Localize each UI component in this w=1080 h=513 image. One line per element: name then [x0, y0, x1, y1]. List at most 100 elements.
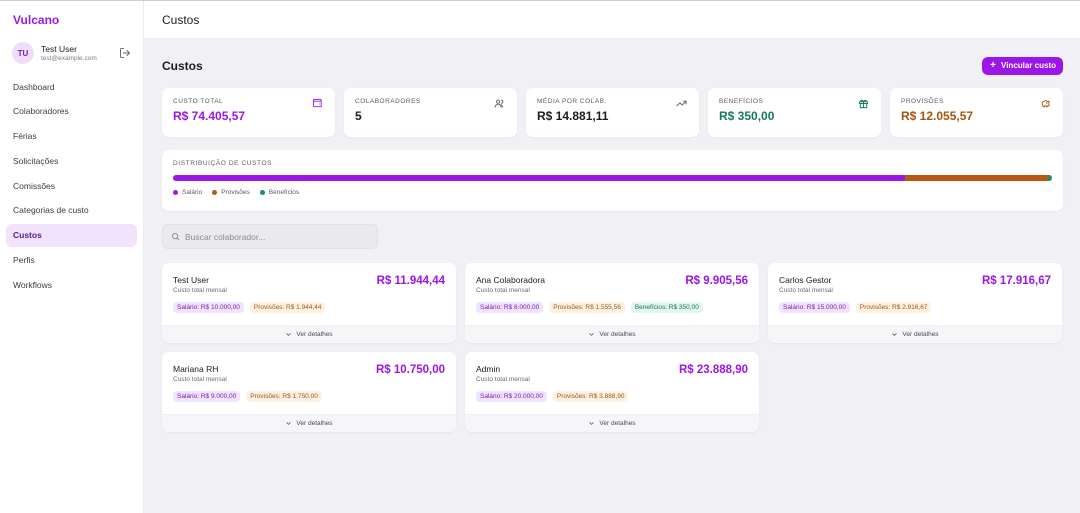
- legend-label: Salário: [182, 189, 203, 196]
- cost-tag: Provisões: R$ 2.916,67: [855, 302, 932, 313]
- stat-label: CUSTO TOTAL: [173, 98, 224, 105]
- stat-label: MÉDIA POR COLAB.: [537, 98, 607, 105]
- chevron-down-icon: [286, 422, 292, 425]
- stat-card: BENEFÍCIOS R$ 350,00: [708, 88, 881, 137]
- distribution-segment: [173, 175, 906, 181]
- plus-icon: +: [990, 59, 997, 71]
- legend-dot: [173, 190, 178, 195]
- cost-tag: Benefícios: R$ 350,00: [630, 302, 703, 313]
- cost-tag: Salário: R$ 8.000,00: [476, 302, 544, 313]
- legend-item: Benefícios: [259, 189, 300, 196]
- stat-card: CUSTO TOTAL R$ 74.405,57: [162, 88, 335, 137]
- add-cost-label: Vincular custo: [1001, 61, 1056, 70]
- stat-value: 5: [355, 109, 362, 123]
- distribution-title: DISTRIBUIÇÃO DE CUSTOS: [173, 160, 273, 167]
- legend-dot: [212, 190, 218, 195]
- view-details-label: Ver detalhes: [599, 331, 636, 338]
- page-title: Custos: [162, 58, 203, 73]
- chevron-down-icon: [589, 422, 595, 425]
- employee-name: Test User: [173, 275, 209, 285]
- stats-row: CUSTO TOTAL R$ 74.405,57 COLABORADORES 5 MÉD…: [162, 88, 1063, 137]
- sidebar-item-workflows[interactable]: Workflows: [13, 279, 53, 290]
- avatar[interactable]: TU: [12, 42, 34, 64]
- stat-value: R$ 12.055,57: [901, 109, 974, 123]
- employee-cost-card: Carlos Gestor Custo total mensal R$ 17.916…: [768, 263, 1062, 343]
- employee-name: Mariana RH: [173, 364, 219, 374]
- card-total: R$ 10.750,00: [375, 364, 445, 376]
- legend-dot: [259, 190, 265, 195]
- legend-label: Provisões: [221, 189, 250, 196]
- cost-tag: Salário: R$ 9.000,00: [173, 391, 241, 402]
- sidebar-item-dashboard[interactable]: Dashboard: [13, 81, 55, 92]
- brand-logo[interactable]: Vulcano: [13, 13, 60, 27]
- sidebar-item-solicitações[interactable]: Solicitações: [13, 155, 59, 166]
- cost-tags: Salário: R$ 10.000,00 Provisões: R$ 1.944…: [173, 302, 326, 313]
- sidebar-item-comissões[interactable]: Comissões: [13, 180, 56, 191]
- sidebar-item-perfis[interactable]: Perfis: [13, 255, 35, 266]
- view-details-label: Ver detalhes: [599, 420, 636, 427]
- card-total: R$ 11.944,44: [376, 275, 445, 287]
- view-details-button[interactable]: Ver detalhes: [465, 414, 759, 432]
- cost-tags: Salário: R$ 8.000,00 Provisões: R$ 1.555,…: [476, 302, 703, 313]
- card-total: R$ 23.888,90: [678, 364, 748, 376]
- add-cost-button[interactable]: + Vincular custo: [982, 56, 1063, 75]
- view-details-button[interactable]: Ver detalhes: [465, 325, 759, 343]
- stat-label: COLABORADORES: [355, 98, 421, 105]
- view-details-button[interactable]: Ver detalhes: [162, 325, 456, 343]
- sidebar: Vulcano TU Test User test@example.com Da…: [0, 1, 144, 513]
- stat-card: COLABORADORES 5: [344, 88, 517, 137]
- stat-card: MÉDIA POR COLAB. R$ 14.881,11: [526, 88, 699, 137]
- users-icon: [494, 99, 504, 108]
- distribution-bar: [173, 175, 1052, 181]
- piggy-bank-icon: [1041, 100, 1050, 108]
- stat-card: PROVISÕES R$ 12.055,57: [890, 88, 1063, 137]
- legend-item: Provisões: [212, 189, 250, 196]
- distribution-segment: [1047, 175, 1052, 181]
- stat-label: BENEFÍCIOS: [719, 98, 764, 105]
- header-title: Custos: [144, 1, 1080, 39]
- search-input[interactable]: [185, 231, 365, 242]
- sidebar-item-férias[interactable]: Férias: [13, 131, 37, 142]
- employee-name: Ana Colaboradora: [476, 275, 545, 285]
- card-subtitle: Custo total mensal: [173, 376, 227, 383]
- card-total: R$ 9.905,56: [685, 275, 748, 287]
- legend-label: Benefícios: [268, 189, 300, 196]
- card-subtitle: Custo total mensal: [173, 287, 227, 294]
- cost-distribution-card: DISTRIBUIÇÃO DE CUSTOS Salário Provisões B…: [162, 150, 1063, 211]
- employee-cost-card: Admin Custo total mensal R$ 23.888,90 Salár…: [465, 352, 759, 432]
- sidebar-item-colaboradores[interactable]: Colaboradores: [13, 106, 69, 117]
- chevron-down-icon: [892, 333, 898, 336]
- view-details-label: Ver detalhes: [902, 331, 939, 338]
- cost-tag: Salário: R$ 10.000,00: [173, 302, 244, 313]
- sidebar-item-categorias-de-custo[interactable]: Categorias de custo: [13, 205, 89, 216]
- employee-cost-card: Ana Colaboradora Custo total mensal R$ 9.9…: [465, 263, 759, 343]
- sidebar-item-custos[interactable]: Custos: [6, 223, 137, 247]
- card-subtitle: Custo total mensal: [779, 287, 833, 294]
- view-details-label: Ver detalhes: [296, 331, 333, 338]
- cost-tag: Provisões: R$ 1.944,44: [249, 302, 326, 313]
- search-icon: [172, 233, 180, 241]
- employee-cost-card: Test User Custo total mensal R$ 11.944,44 S…: [162, 263, 456, 343]
- cost-tags: Salário: R$ 15.000,00 Provisões: R$ 2.916…: [779, 302, 932, 313]
- stat-value: R$ 350,00: [719, 109, 775, 123]
- cost-tag: Salário: R$ 15.000,00: [779, 302, 850, 313]
- view-details-label: Ver detalhes: [296, 420, 333, 427]
- cost-tags: Salário: R$ 9.000,00 Provisões: R$ 1.750,…: [173, 391, 322, 402]
- employee-name: Carlos Gestor: [779, 275, 832, 285]
- card-subtitle: Custo total mensal: [476, 287, 530, 294]
- employee-cost-cards: Test User Custo total mensal R$ 11.944,44 S…: [162, 263, 1063, 432]
- logout-icon[interactable]: [119, 47, 131, 59]
- gift-icon: [858, 99, 869, 109]
- search-box[interactable]: [162, 224, 378, 249]
- wallet-icon: [312, 98, 322, 108]
- cost-tag: Salário: R$ 20.000,00: [476, 391, 547, 402]
- card-total: R$ 17.916,67: [981, 275, 1051, 287]
- view-details-button[interactable]: Ver detalhes: [162, 414, 456, 432]
- legend-item: Salário: [173, 189, 202, 196]
- view-details-button[interactable]: Ver detalhes: [768, 325, 1062, 343]
- user-name: Test User: [41, 44, 77, 54]
- employee-cost-card: Mariana RH Custo total mensal R$ 10.750,00…: [162, 352, 456, 432]
- user-profile: TU Test User test@example.com: [6, 39, 137, 67]
- cost-tag: Provisões: R$ 1.750,00: [246, 391, 322, 402]
- trending-up-icon: [676, 100, 687, 107]
